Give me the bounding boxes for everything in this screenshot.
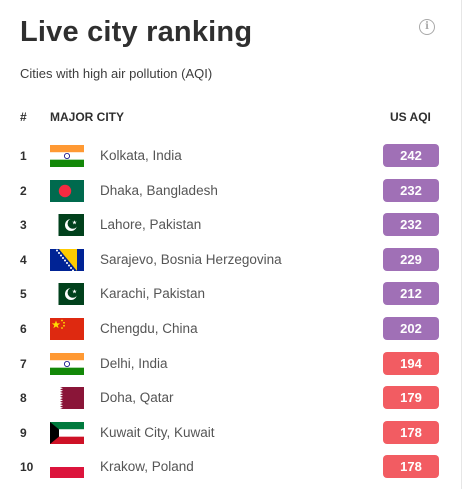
city-name[interactable]: Doha, Qatar: [100, 390, 174, 406]
india-flag-icon: [50, 352, 84, 375]
kuwait-flag-icon: [50, 421, 84, 444]
city-row[interactable]: 7 Delhi, India 194: [0, 347, 462, 382]
city-name[interactable]: Kolkata, India: [100, 148, 182, 163]
aqi-badge: 178: [383, 455, 439, 479]
column-header-aqi: US AQI: [390, 110, 431, 124]
rank-number: 3: [20, 218, 27, 233]
pakistan-flag-icon: [50, 214, 84, 237]
aqi-badge: 229: [383, 247, 439, 271]
aqi-badge: 179: [383, 386, 439, 410]
rank-number: 1: [20, 149, 27, 163]
city-name[interactable]: Chengdu, China: [100, 320, 198, 336]
city-row[interactable]: 3 Lahore, Pakistan 232: [0, 208, 462, 243]
rank-number: 5: [20, 287, 27, 302]
bosnia-flag-icon: [50, 248, 84, 271]
bangladesh-flag-icon: [50, 179, 84, 202]
city-name[interactable]: Kuwait City, Kuwait: [100, 424, 215, 440]
city-name[interactable]: Dhaka, Bangladesh: [100, 182, 218, 198]
city-row[interactable]: 10 Krakow, Poland 178: [0, 450, 462, 485]
info-icon[interactable]: i: [419, 19, 435, 35]
rank-number: 6: [20, 321, 27, 336]
poland-flag-icon: [50, 456, 84, 479]
city-row[interactable]: 4 Sarajevo, Bosnia Herzegovina 229: [0, 243, 462, 278]
aqi-badge: 242: [383, 144, 439, 167]
city-name[interactable]: Lahore, Pakistan: [100, 217, 202, 233]
aqi-badge: 202: [383, 316, 439, 340]
page-title: Live city ranking: [20, 16, 253, 48]
rank-number: 4: [20, 252, 27, 267]
qatar-flag-icon: [50, 387, 84, 410]
rank-number: 9: [20, 425, 27, 440]
aqi-badge: 194: [383, 351, 439, 375]
page-subtitle: Cities with high air pollution (AQI): [20, 66, 213, 81]
china-flag-icon: [50, 317, 84, 340]
aqi-badge: 232: [383, 213, 439, 237]
city-name[interactable]: Krakow, Poland: [100, 459, 194, 475]
india-flag-icon: [50, 145, 84, 167]
city-row[interactable]: 6 Chengdu, China 202: [0, 312, 462, 347]
city-row[interactable]: 9 Kuwait City, Kuwait 178: [0, 416, 462, 451]
rank-number: 8: [20, 391, 27, 406]
city-name[interactable]: Delhi, India: [100, 355, 168, 371]
city-row[interactable]: 1 Kolkata, India 242: [0, 139, 462, 174]
aqi-badge: 232: [383, 178, 439, 202]
rank-number: 2: [20, 183, 27, 198]
aqi-badge: 212: [383, 282, 439, 306]
rank-number: 10: [20, 460, 34, 475]
pakistan-flag-icon: [50, 283, 84, 306]
column-header-city: MAJOR CITY: [50, 110, 125, 124]
city-name[interactable]: Sarajevo, Bosnia Herzegovina: [100, 251, 282, 267]
city-row[interactable]: 2 Dhaka, Bangladesh 232: [0, 174, 462, 209]
city-row[interactable]: 8 Doha, Qatar 179: [0, 381, 462, 416]
ranking-list: 1 Kolkata, India 242 2 Dhaka, Bangladesh 232 3…: [0, 139, 462, 485]
column-header-rank: #: [20, 110, 27, 124]
aqi-badge: 178: [383, 420, 439, 444]
city-row[interactable]: 5 Karachi, Pakistan 212: [0, 277, 462, 312]
rank-number: 7: [20, 356, 27, 371]
city-name[interactable]: Karachi, Pakistan: [100, 286, 206, 302]
